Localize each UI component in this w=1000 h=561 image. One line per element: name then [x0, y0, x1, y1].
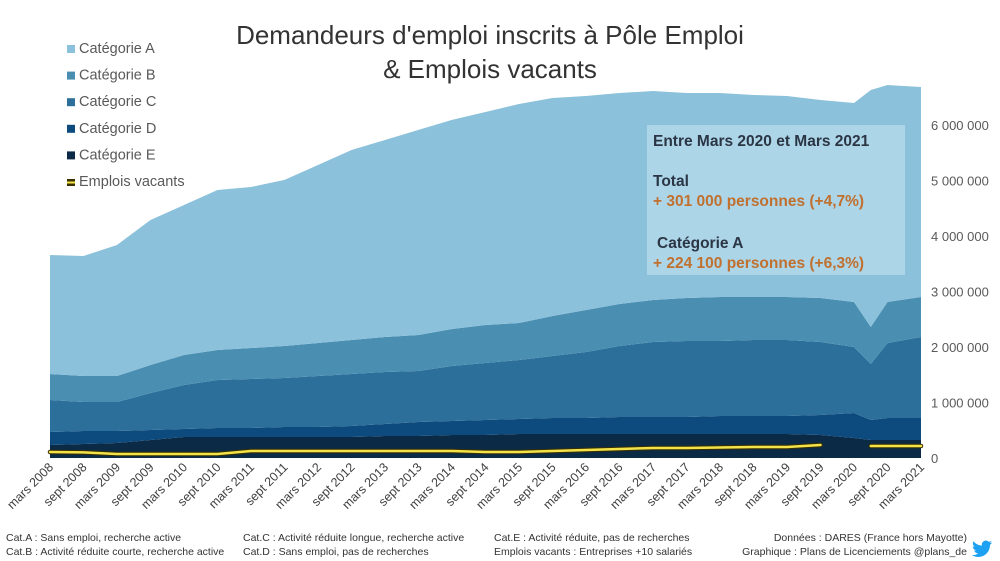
footer-vacants: Emplois vacants : Entreprises +10 salari… [494, 546, 692, 558]
annotation-total-value: + 301 000 personnes (+4,7%) [653, 193, 864, 210]
y-tick-label: 1 000 000 [931, 396, 989, 411]
annotation-cat-value: + 224 100 personnes (+6,3%) [653, 255, 864, 272]
area-categorie-c [50, 337, 921, 432]
y-tick-label: 4 000 000 [931, 229, 989, 244]
footer-source: Données : DARES (France hors Mayotte) [774, 532, 967, 544]
annotation-box: Entre Mars 2020 et Mars 2021 Total + 301… [647, 125, 905, 275]
legend-swatch-categorie-b [67, 71, 75, 80]
legend-swatch-categorie-d [67, 124, 75, 133]
legend-label-categorie-e: Catégorie E [79, 147, 156, 163]
y-tick-label: 0 [931, 451, 938, 466]
footer: Cat.A : Sans emploi, recherche active Ca… [6, 532, 992, 558]
annotation-background [647, 125, 905, 275]
y-axis: 0 1 000 000 2 000 000 3 000 000 4 000 000 5 0… [931, 118, 989, 466]
legend-swatch-line [67, 181, 75, 184]
footer-cat-e: Cat.E : Activité réduite, pas de recherc… [494, 532, 690, 544]
chart-title-line2: & Emplois vacants [383, 54, 597, 84]
footer-credit: Graphique : Plans de Licenciements @plan… [742, 546, 967, 558]
legend: Catégorie A Catégorie B Catégorie C Catégor… [67, 41, 185, 190]
legend-label-emplois-vacants: Emplois vacants [79, 174, 185, 190]
twitter-bird-icon[interactable] [972, 540, 992, 557]
legend-label-categorie-a: Catégorie A [79, 41, 155, 57]
y-tick-label: 3 000 000 [931, 285, 989, 300]
area-categorie-d [50, 413, 921, 445]
y-tick-label: 6 000 000 [931, 118, 989, 133]
legend-swatch-categorie-a [67, 45, 75, 53]
annotation-total-label: Total [653, 173, 689, 190]
legend-label-categorie-b: Catégorie B [79, 68, 156, 84]
footer-cat-c: Cat.C : Activité réduite longue, recherc… [243, 532, 464, 544]
area-categorie-b [50, 297, 921, 402]
annotation-cat-label: Catégorie A [657, 235, 743, 252]
legend-label-categorie-d: Catégorie D [79, 121, 156, 137]
footer-cat-a: Cat.A : Sans emploi, recherche active [6, 532, 181, 544]
y-tick-label: 5 000 000 [931, 174, 989, 189]
legend-swatch-categorie-c [67, 98, 75, 107]
legend-label-categorie-c: Catégorie C [79, 94, 156, 110]
y-tick-label: 2 000 000 [931, 340, 989, 355]
footer-cat-b: Cat.B : Activité réduite courte, recherc… [6, 546, 224, 558]
vacancies-layer [47, 442, 924, 457]
vacancies-line-segment-0 [48, 443, 822, 456]
chart-title-line1: Demandeurs d'emploi inscrits à Pôle Empl… [236, 20, 744, 50]
footer-cat-d: Cat.D : Sans emploi, pas de recherches [243, 546, 429, 558]
annotation-heading: Entre Mars 2020 et Mars 2021 [653, 133, 870, 150]
legend-swatch-categorie-e [67, 151, 75, 160]
